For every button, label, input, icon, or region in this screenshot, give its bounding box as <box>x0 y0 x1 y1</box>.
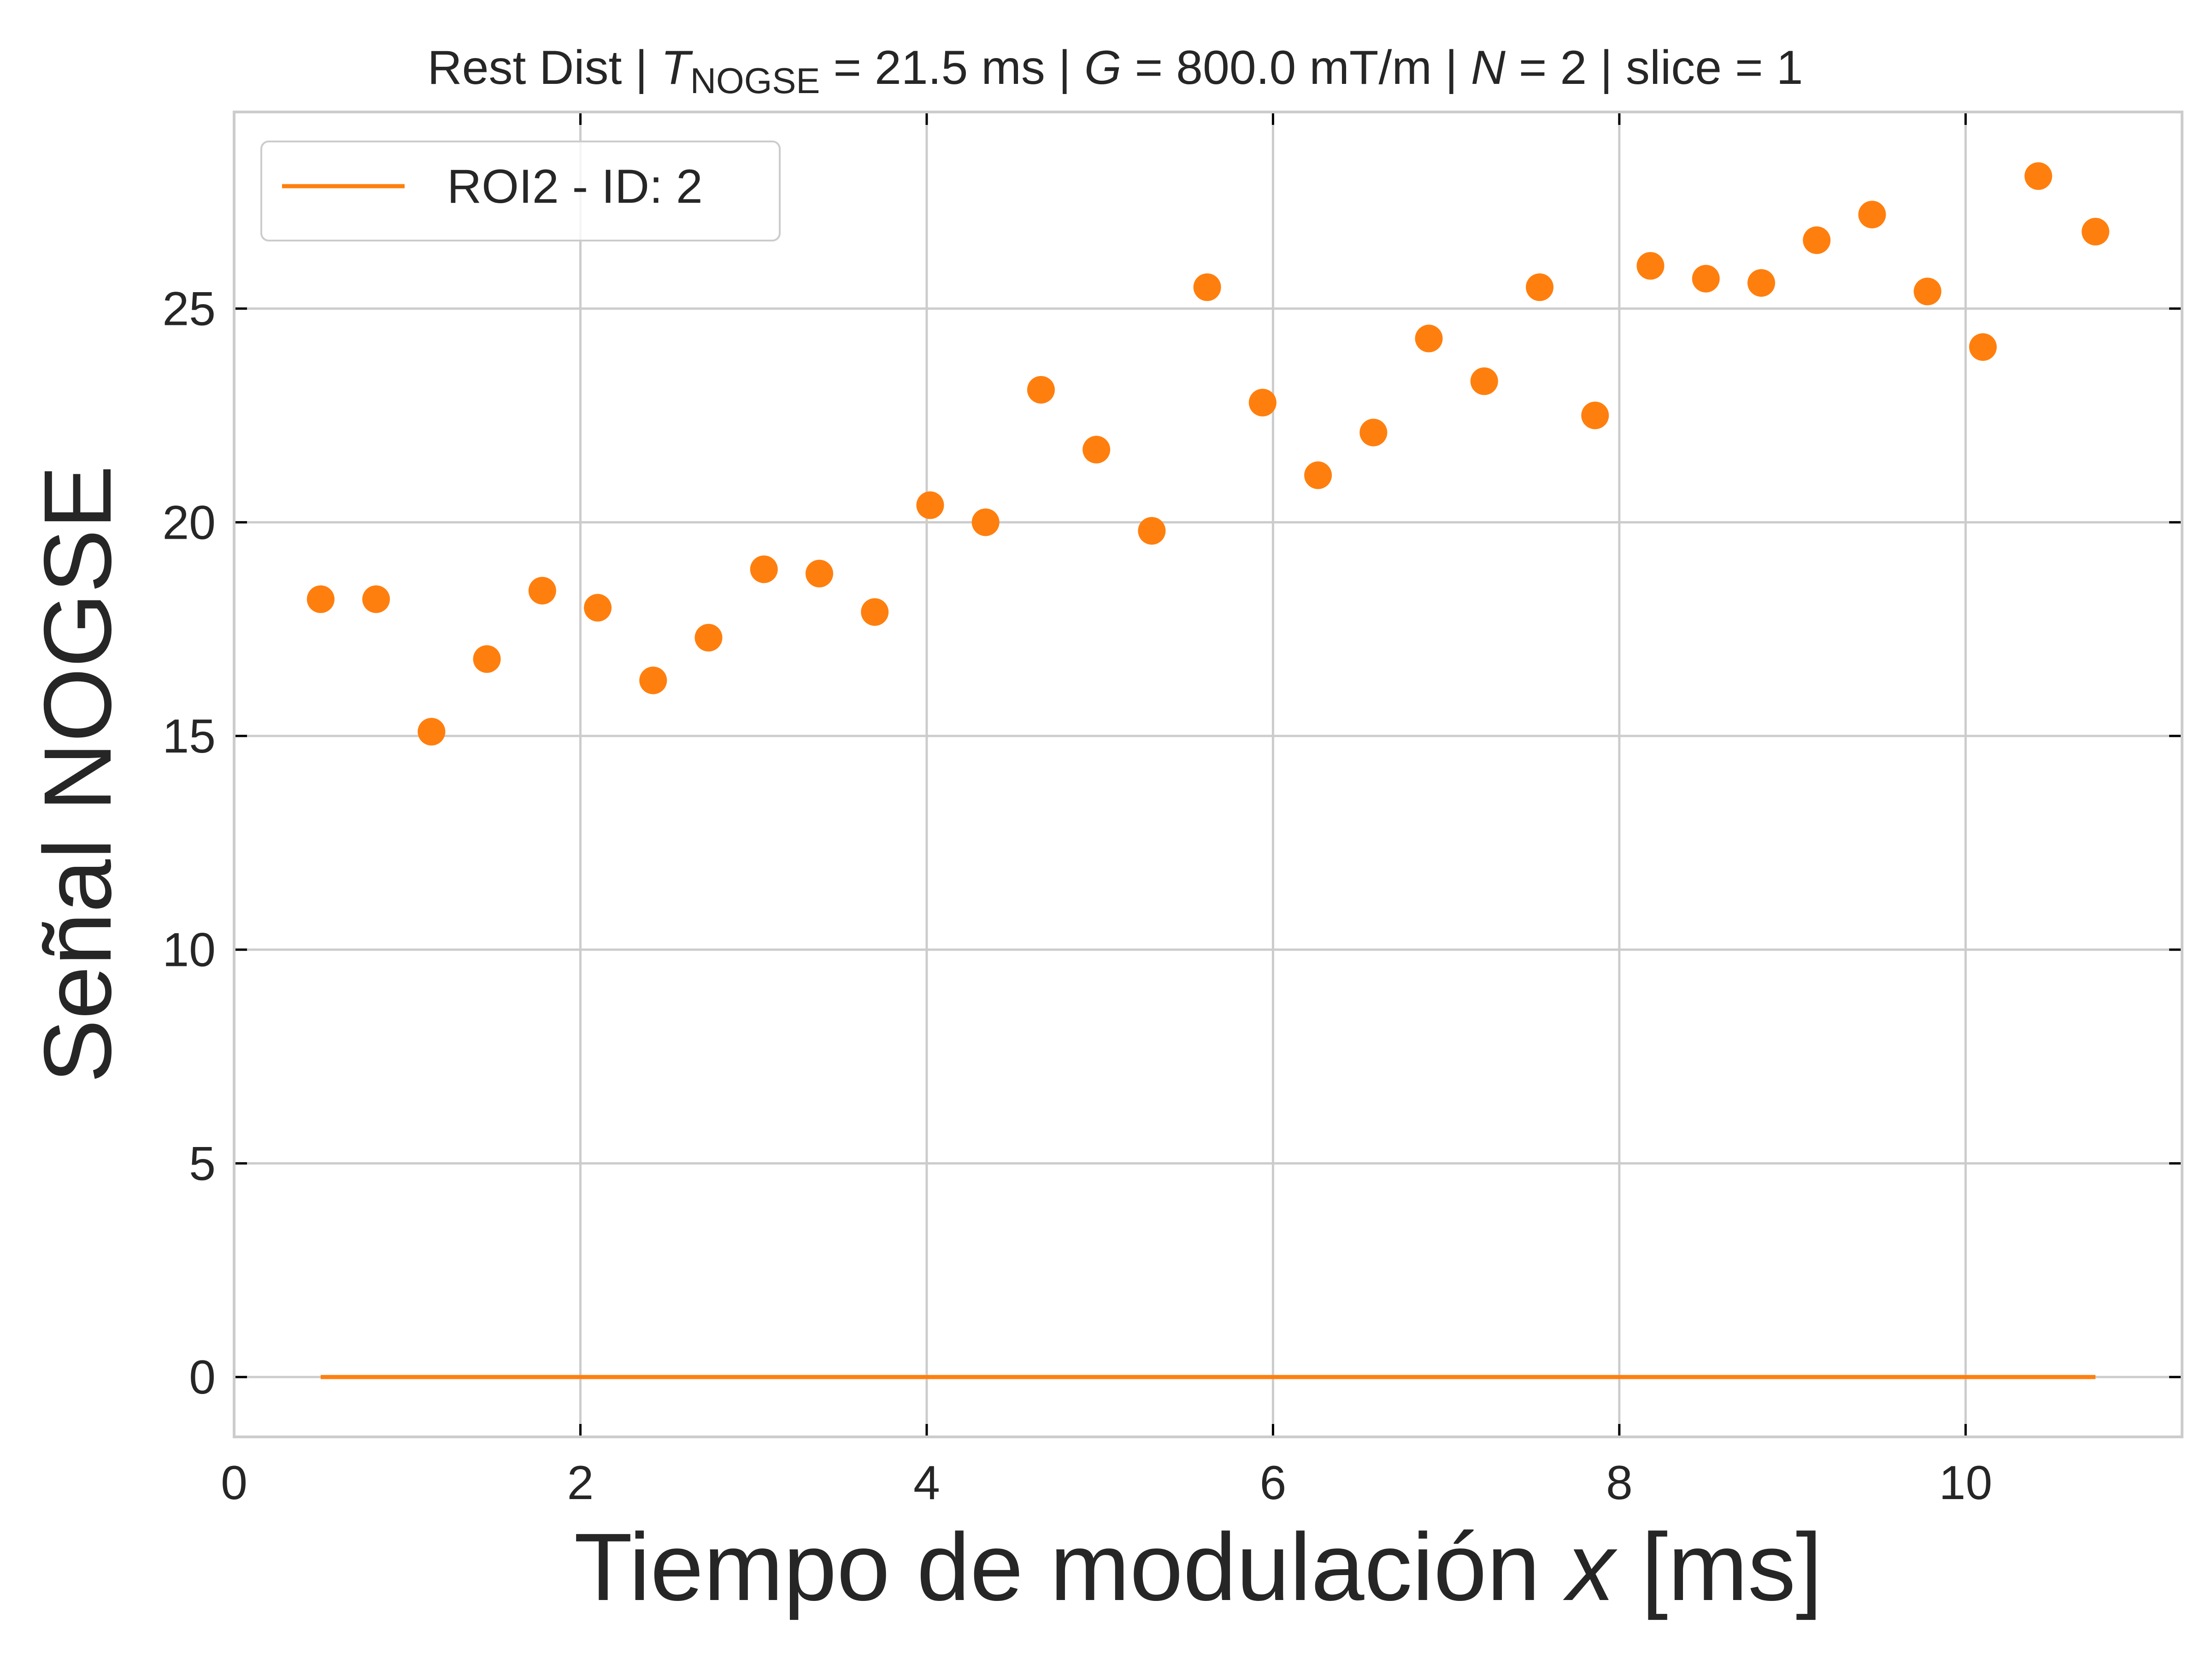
x-tick-label: 4 <box>913 1456 940 1510</box>
data-point <box>528 577 556 605</box>
data-point <box>1304 461 1332 489</box>
data-point <box>1359 418 1388 447</box>
legend-box <box>260 141 781 241</box>
data-point <box>584 594 612 622</box>
data-point <box>1747 269 1775 297</box>
data-point <box>1138 517 1166 545</box>
y-tick-label: 5 <box>189 1137 216 1190</box>
x-tick-label: 10 <box>1939 1456 1992 1510</box>
y-tick-label: 0 <box>189 1351 216 1404</box>
data-point <box>1193 273 1221 301</box>
data-point <box>1803 226 1831 254</box>
data-point <box>1526 273 1554 301</box>
data-point <box>362 585 390 613</box>
data-point <box>418 718 446 746</box>
data-point <box>1415 324 1443 353</box>
data-point <box>1027 376 1055 404</box>
x-tick-label: 8 <box>1606 1456 1633 1510</box>
x-axis-label: Tiempo de modulación x [ms] <box>574 1514 1823 1621</box>
legend-label: ROI2 - ID: 2 <box>447 160 703 213</box>
data-point <box>2082 218 2110 246</box>
data-point <box>1913 277 1941 306</box>
data-point <box>1470 367 1498 395</box>
data-point <box>1248 388 1277 417</box>
data-point <box>750 555 778 583</box>
plot-area-frame <box>233 111 2183 1438</box>
chart-title: Rest Dist | TNOGSE = 21.5 ms | G = 800.0… <box>428 41 1803 101</box>
data-point <box>1082 435 1111 464</box>
data-point <box>1969 333 1997 361</box>
x-tick-label: 2 <box>567 1456 594 1510</box>
data-point <box>473 645 501 673</box>
data-series <box>306 162 2110 1379</box>
data-point <box>1692 265 1720 293</box>
x-tick-label: 0 <box>221 1456 247 1510</box>
data-point <box>1858 200 1886 229</box>
y-tick-label: 10 <box>162 924 216 977</box>
data-point <box>805 559 833 588</box>
data-point <box>1636 252 1665 280</box>
y-tick-label: 25 <box>162 282 216 336</box>
data-point <box>916 491 944 519</box>
data-point <box>306 585 335 613</box>
x-tick-label: 6 <box>1259 1456 1286 1510</box>
data-point <box>1581 401 1609 429</box>
y-axis-label: Señal NOGSE <box>24 465 131 1083</box>
y-tick-label: 15 <box>162 710 216 763</box>
data-point <box>694 624 723 652</box>
y-tick-label: 20 <box>162 496 216 549</box>
axis-ticks: 0 2 4 6 8 10 0 5 10 15 20 25 <box>162 112 2182 1510</box>
legend: ROI2 - ID: 2 <box>260 141 781 241</box>
data-point <box>639 666 667 694</box>
data-point <box>861 598 889 626</box>
data-point <box>2024 162 2053 190</box>
data-point <box>971 508 1000 536</box>
